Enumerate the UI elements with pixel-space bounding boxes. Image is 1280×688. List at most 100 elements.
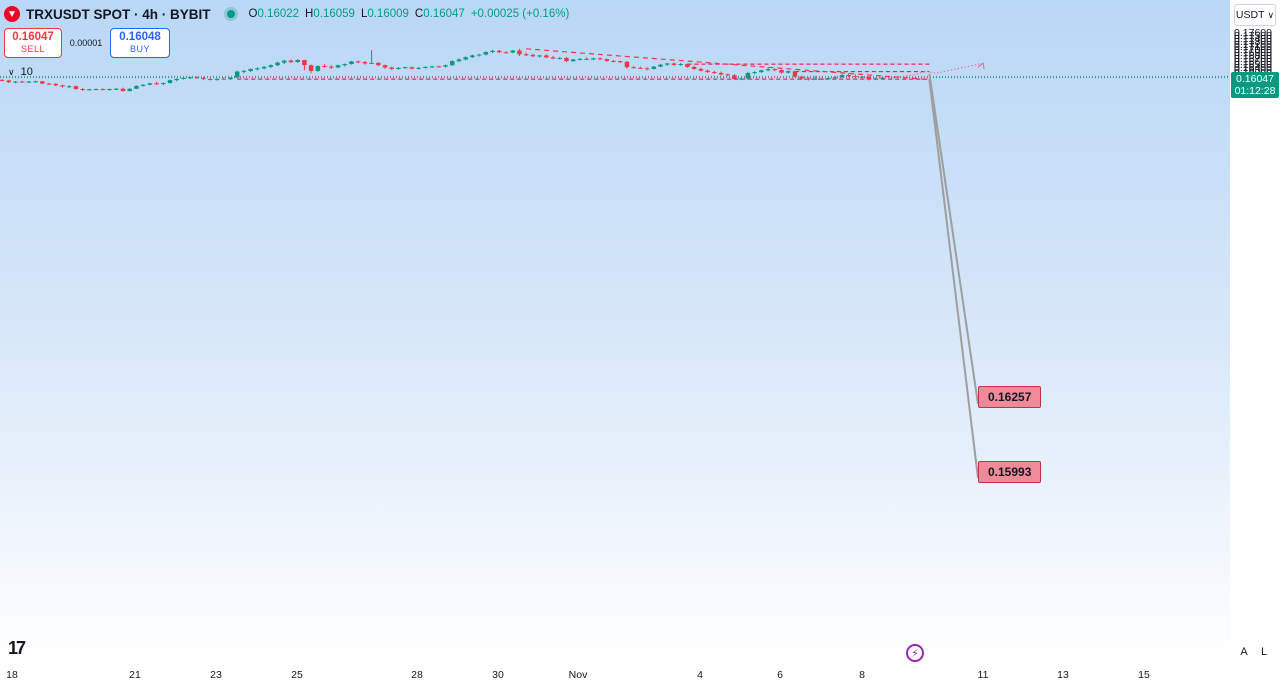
candle <box>19 80 25 83</box>
candle <box>685 63 690 68</box>
candle <box>315 65 321 72</box>
price-tick: 0.17200 <box>1234 38 1272 51</box>
candle <box>604 58 610 62</box>
chevron-down-icon: ∨ <box>8 66 15 77</box>
candle <box>113 87 119 90</box>
candle <box>443 64 448 68</box>
time-tick: 13 <box>1057 669 1069 681</box>
price-tick: 0.17300 <box>1234 35 1272 48</box>
price-tick: 0.16700 <box>1234 52 1272 65</box>
callout-lower-text: 0.15993 <box>988 465 1032 479</box>
candle <box>342 63 347 67</box>
candle <box>839 74 845 78</box>
candle <box>470 54 475 59</box>
candle <box>537 54 542 58</box>
candle <box>194 76 200 79</box>
candle <box>13 81 18 84</box>
candle <box>295 59 300 63</box>
price-tick: 0.16800 <box>1234 50 1272 62</box>
price-axis[interactable]: USDT ∨ 0.17600 0.17500 0.17400 0.17300 0.172… <box>1230 0 1280 660</box>
candle <box>712 70 717 74</box>
candle <box>389 66 395 71</box>
candle <box>523 52 529 56</box>
auto-scale-button[interactable]: A <box>1240 646 1248 658</box>
candle <box>456 58 462 63</box>
candle <box>134 85 139 90</box>
candle <box>503 51 509 54</box>
candle <box>241 69 247 74</box>
candle <box>423 66 428 69</box>
ohlc-open: O0.16022 <box>248 8 300 20</box>
callout-upper-text: 0.16257 <box>988 390 1032 404</box>
candle <box>557 56 563 60</box>
tradingview-logo-icon[interactable]: 17 <box>8 638 26 658</box>
candle <box>60 84 65 88</box>
candle <box>449 60 455 66</box>
price-tick: 0.16900 <box>1234 47 1272 60</box>
candle <box>429 65 435 69</box>
chart-header: ▼ TRXUSDT SPOT · 4h · BYBIT O0.16022 H0.… <box>4 4 569 24</box>
time-tick: 15 <box>1138 669 1150 681</box>
candle <box>859 76 865 79</box>
candle <box>87 88 92 91</box>
candle <box>369 50 374 65</box>
symbol-title[interactable]: TRXUSDT SPOT · 4h · BYBIT <box>26 6 211 22</box>
log-scale-button[interactable]: L <box>1260 646 1268 658</box>
candle <box>396 67 401 70</box>
sell-price: 0.16047 <box>12 31 54 43</box>
market-status-icon[interactable] <box>226 10 235 18</box>
candle <box>812 75 818 80</box>
candle <box>349 60 354 65</box>
candle <box>705 69 710 73</box>
candle <box>0 79 5 82</box>
candle <box>120 87 126 92</box>
candle <box>631 66 636 69</box>
candle <box>698 67 704 72</box>
candle <box>187 76 193 79</box>
candle <box>846 73 851 78</box>
ohlc-low: L0.16009 <box>360 8 409 20</box>
candle <box>530 53 536 58</box>
candle <box>288 59 294 64</box>
callout-lower-support[interactable]: 0.15993 <box>978 461 1042 483</box>
price-tick: 0.17600 <box>1234 27 1272 39</box>
sell-button[interactable]: 0.16047 SELL <box>4 28 62 58</box>
candle <box>584 57 589 61</box>
price-tick: 0.17100 <box>1234 41 1272 54</box>
buy-button[interactable]: 0.16048 BUY <box>110 28 170 58</box>
candle <box>302 59 307 71</box>
candle <box>517 48 522 56</box>
projection-path[interactable] <box>888 62 984 79</box>
ohlc-change: +0.00025 (+0.16%) <box>470 8 570 20</box>
lightning-icon[interactable]: ⚡ <box>906 644 924 662</box>
time-tick: Nov <box>568 669 588 681</box>
candle <box>617 60 623 64</box>
descending-trendline[interactable] <box>526 48 930 81</box>
candle <box>161 82 166 86</box>
time-tick: 18 <box>6 669 18 681</box>
time-axis[interactable]: 18 21 23 25 28 30 Nov 4 6 8 11 13 15 <box>0 662 1230 688</box>
currency-label: USDT <box>1235 9 1265 21</box>
time-tick: 6 <box>777 669 783 681</box>
candle <box>100 88 106 91</box>
candle <box>107 88 112 91</box>
ohlc-close: C0.16047 <box>414 8 465 20</box>
candle <box>544 54 549 59</box>
candle <box>275 61 280 67</box>
candle <box>497 49 502 54</box>
candle <box>597 57 603 61</box>
candle <box>550 56 556 60</box>
zone-rect-1[interactable] <box>794 70 930 73</box>
callout-lower-pointer <box>928 79 979 479</box>
candle <box>322 64 327 68</box>
currency-selector[interactable]: USDT ∨ <box>1234 4 1276 26</box>
candle <box>46 82 52 86</box>
candle <box>167 79 173 84</box>
buy-price: 0.16048 <box>119 31 161 43</box>
bar-countdown: 01:12:28 <box>1234 84 1276 97</box>
candle <box>785 70 791 74</box>
indicators-toggle[interactable]: ∨ 10 <box>8 66 33 78</box>
callout-upper-target[interactable]: 0.16257 <box>978 386 1042 408</box>
candle <box>382 64 388 69</box>
